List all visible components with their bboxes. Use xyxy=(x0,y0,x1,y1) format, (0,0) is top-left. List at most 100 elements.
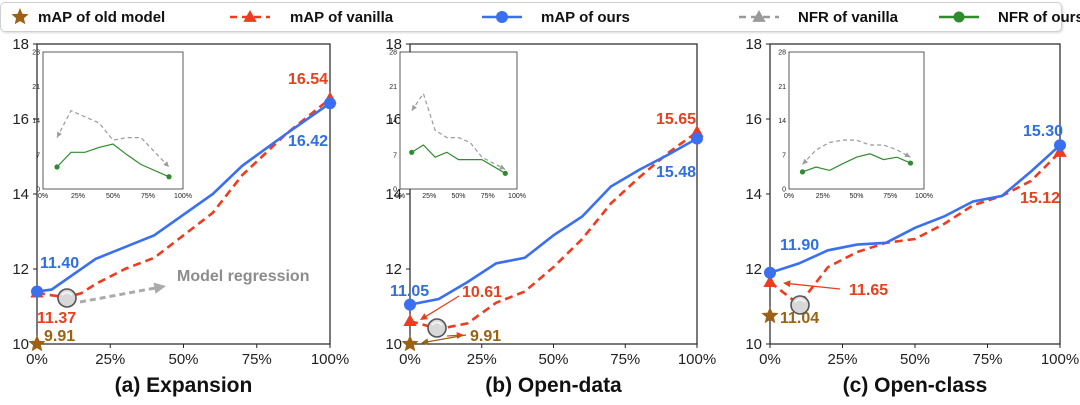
inset-y-tick-label: 7 xyxy=(782,152,786,159)
legend-marker xyxy=(243,10,257,22)
regression-arrow xyxy=(79,286,157,304)
regression-arrow-head xyxy=(153,282,166,294)
point-map-ours-start xyxy=(31,285,43,298)
x-tick-label: 50% xyxy=(538,351,568,368)
series-line-map-ours xyxy=(36,102,331,293)
data-label-ours-start: 11.90 xyxy=(780,237,819,254)
inset-x-tick-label: 50% xyxy=(451,193,465,200)
inset-y-tick-label: 28 xyxy=(778,50,786,57)
y-tick-label: 10 xyxy=(745,336,762,353)
data-label-vanilla-start: 10.61 xyxy=(462,284,502,301)
legend-marker xyxy=(11,8,29,25)
legend-item-map_vanilla: mAP of vanilla xyxy=(230,9,394,26)
inset-y-tick-label: 21 xyxy=(32,84,40,91)
inset-x-tick-label: 100% xyxy=(174,193,192,200)
legend-label: NFR of vanilla xyxy=(798,9,899,26)
chart-panel-3: 10 12 14 16 18 0% 25% 50% 75% 100% 11.90 11.65 11.04… xyxy=(745,36,1079,397)
data-label-vanilla-start: 11.37 xyxy=(37,310,76,327)
chart-title: (c) Open-class xyxy=(843,374,988,397)
point-nfr-vanilla-end xyxy=(904,152,911,158)
series-line-map-vanilla xyxy=(769,151,1061,307)
regression-balloon-icon-shine xyxy=(61,291,73,296)
inset-frame xyxy=(399,51,518,190)
inset-x-tick-label: 0% xyxy=(784,193,794,200)
regression-balloon-icon-shine xyxy=(794,298,806,303)
legend-item-nfr_ours: NFR of ours xyxy=(939,9,1080,26)
regression-label: Model regression xyxy=(177,268,309,285)
legend-label: NFR of ours xyxy=(998,9,1080,26)
regression-balloon-icon-shine xyxy=(431,321,443,326)
y-tick-label: 10 xyxy=(385,336,402,353)
legend-box xyxy=(0,2,1062,32)
inset-x-tick-label: 75% xyxy=(481,193,495,200)
series-line-nfr-ours xyxy=(411,144,506,174)
inset-x-tick-label: 25% xyxy=(71,193,85,200)
arrow-to-vanilla-start xyxy=(789,283,841,290)
y-tick-label: 10 xyxy=(12,336,29,353)
arrow-to-old-model xyxy=(427,334,467,343)
x-tick-label: 25% xyxy=(467,351,497,368)
inset-frame xyxy=(788,51,925,190)
arrow-to-vanilla-start-head xyxy=(783,280,791,288)
inset-x-tick-label: 25% xyxy=(422,193,436,200)
series-line-map-vanilla xyxy=(36,97,331,299)
x-tick-label: 75% xyxy=(610,351,640,368)
inset-x-tick-label: 0% xyxy=(395,193,405,200)
series-line-nfr-ours xyxy=(802,153,911,173)
data-label-ours-end: 16.42 xyxy=(288,133,328,150)
x-tick-label: 75% xyxy=(242,351,272,368)
series-line-map-ours xyxy=(769,144,1061,275)
x-tick-label: 25% xyxy=(95,351,125,368)
point-map-ours-end xyxy=(691,132,703,145)
inset-y-tick-label: 14 xyxy=(778,118,786,125)
inset-y-tick-label: 0 xyxy=(393,187,397,194)
data-label-vanilla-end: 16.54 xyxy=(288,71,328,88)
legend-label: mAP of ours xyxy=(541,9,630,26)
series-line-map-ours xyxy=(409,137,698,306)
point-nfr-vanilla-end xyxy=(499,164,506,170)
inset-x-tick-label: 25% xyxy=(816,193,830,200)
legend-marker xyxy=(752,10,766,22)
point-nfr-ours-end xyxy=(907,160,914,166)
arrow-to-vanilla-start xyxy=(425,295,460,318)
series-line-nfr-ours xyxy=(56,143,170,178)
point-map-vanilla-start xyxy=(403,314,417,327)
inset-y-tick-label: 21 xyxy=(778,84,786,91)
arrow-to-vanilla-label xyxy=(446,334,458,337)
y-tick-label: 18 xyxy=(385,36,402,53)
point-nfr-ours-end xyxy=(502,170,508,176)
y-tick-label: 14 xyxy=(385,186,402,203)
legend-marker xyxy=(496,11,508,23)
inset-x-tick-label: 75% xyxy=(141,193,155,200)
y-tick-label: 12 xyxy=(385,261,402,278)
chart-title: (b) Open-data xyxy=(485,374,622,397)
data-label-old-model: 9.91 xyxy=(44,328,75,345)
y-tick-label: 14 xyxy=(12,186,29,203)
data-label-old-model: 9.91 xyxy=(470,328,501,345)
x-tick-label: 100% xyxy=(678,351,716,368)
point-map-ours-start xyxy=(404,298,416,311)
x-tick-label: 50% xyxy=(900,351,930,368)
inset-nfr-chart: 0 7 14 21 28 0% 25% 50% 75% 100% xyxy=(778,50,933,201)
series-line-nfr-vanilla xyxy=(411,92,506,170)
point-map-ours-end xyxy=(324,97,336,110)
x-tick-label: 25% xyxy=(827,351,857,368)
inset-x-tick-label: 100% xyxy=(915,193,933,200)
x-tick-label: 0% xyxy=(26,351,48,368)
series-line-nfr-vanilla xyxy=(56,109,170,168)
data-label-ours-start: 11.40 xyxy=(40,255,79,272)
inset-frame xyxy=(42,51,184,190)
point-nfr-ours-start xyxy=(409,149,415,155)
inset-nfr-chart: 0 7 14 21 28 0% 25% 50% 75% 100% xyxy=(32,50,192,201)
y-tick-label: 18 xyxy=(745,36,762,53)
data-label-ours-end: 15.48 xyxy=(656,164,696,181)
inset-nfr-chart: 0 7 14 21 28 0% 25% 50% 75% 100% xyxy=(389,50,526,201)
arrow-to-old-model-head xyxy=(421,338,429,346)
data-label-vanilla-end: 15.12 xyxy=(1020,190,1060,207)
point-nfr-ours-end xyxy=(166,174,172,180)
data-label-old-model: 11.04 xyxy=(780,310,819,327)
inset-y-tick-label: 14 xyxy=(389,118,397,125)
inset-y-tick-label: 7 xyxy=(393,152,397,159)
x-tick-label: 0% xyxy=(399,351,421,368)
